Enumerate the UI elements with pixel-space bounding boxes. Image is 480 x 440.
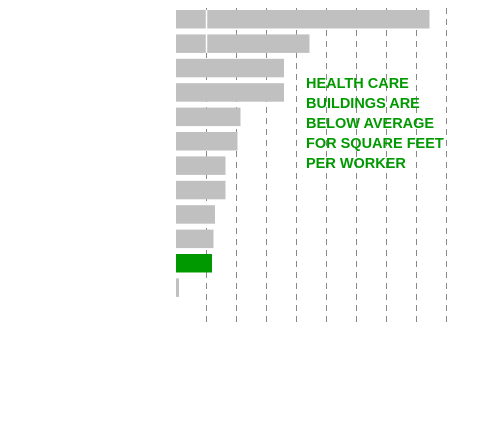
annotation-line-4: PER WORKER (306, 156, 406, 172)
bar-4 (176, 108, 241, 127)
bar-11 (176, 278, 179, 297)
annotation-line-3: FOR SQUARE FEET (306, 136, 444, 152)
bars (176, 10, 430, 297)
bar-9 (176, 230, 214, 249)
annotation-line-1: BUILDINGS ARE (306, 96, 420, 112)
bar-6 (176, 156, 226, 175)
bar-8 (176, 205, 215, 224)
annotation-line-2: BELOW AVERAGE (306, 116, 434, 132)
bar-7 (176, 181, 226, 200)
bar-2 (176, 59, 284, 78)
bar-3 (176, 83, 284, 102)
bar-5 (176, 132, 238, 151)
bar-1 (176, 34, 310, 53)
bar-health-care (176, 254, 212, 273)
annotation-line-0: HEALTH CARE (306, 76, 409, 92)
chart-annotation: HEALTH CARE BUILDINGS ARE BELOW AVERAGE FOR… (306, 76, 444, 172)
bar-0 (176, 10, 430, 29)
